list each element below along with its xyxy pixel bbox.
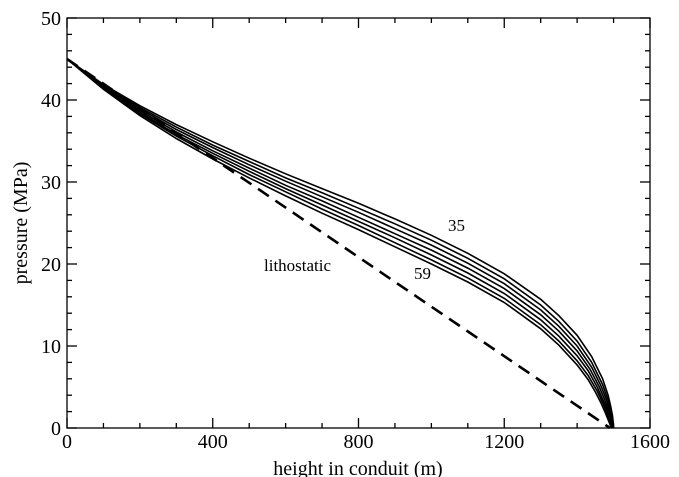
x-tick-label: 400	[198, 431, 228, 453]
lithostatic-annotation: lithostatic	[264, 256, 332, 275]
x-tick-label: 1200	[484, 431, 524, 453]
x-tick-label: 1600	[630, 431, 670, 453]
x-tick-label: 0	[62, 431, 72, 453]
plot-frame	[66, 17, 651, 429]
x-axis-label: height in conduit (m)	[273, 458, 442, 477]
pressure-curve-4	[66, 58, 614, 429]
x-tick-label: 800	[344, 431, 374, 453]
pressure-curve-5	[66, 58, 613, 429]
y-tick-label: 0	[51, 418, 61, 440]
y-tick-label: 20	[41, 254, 61, 276]
y-tick-label: 10	[41, 336, 61, 358]
pressure-curve-2	[66, 58, 614, 429]
curve-group	[66, 58, 615, 429]
top-curve-annotation: 35	[448, 216, 465, 235]
bottom-curve-annotation: 59	[414, 264, 431, 283]
pressure-curve-3	[66, 58, 614, 429]
lithostatic-line	[66, 57, 611, 430]
y-tick-label: 30	[41, 172, 61, 194]
y-tick-label: 40	[41, 90, 61, 112]
pressure-curve-1	[66, 58, 615, 429]
y-tick-label: 50	[41, 8, 61, 30]
tick-group: 0 400 800 1200 1600 0 10 20 30 40 50	[41, 8, 670, 453]
pressure-curve-7	[66, 58, 613, 429]
y-axis-label: pressure (MPa)	[10, 162, 32, 285]
